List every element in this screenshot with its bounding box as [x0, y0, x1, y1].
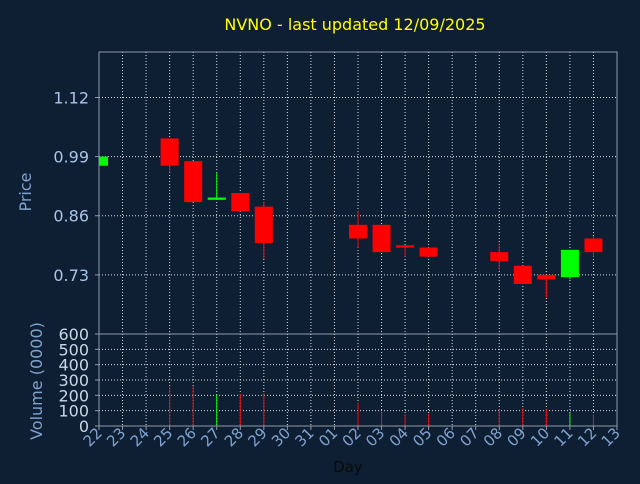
x-tick-label: 25 [150, 424, 176, 450]
x-tick-label: 24 [127, 424, 153, 450]
chart-title: NVNO - last updated 12/09/2025 [224, 15, 485, 34]
volume-tick-label: 600 [58, 325, 89, 344]
x-tick-label: 28 [221, 424, 247, 450]
x-tick-label: 26 [174, 424, 200, 450]
x-tick-label: 11 [551, 424, 577, 450]
candle-body [584, 238, 603, 253]
candle-body [349, 224, 367, 239]
candle-body [513, 265, 532, 284]
volume-tick-label: 100 [58, 402, 89, 421]
candle-body [560, 249, 579, 278]
candle-body [396, 245, 415, 248]
price-grid [99, 52, 617, 334]
x-tick-label: 09 [503, 424, 529, 450]
price-y-ticks: 1.12 0.99 0.86 0.73 [53, 88, 99, 285]
x-tick-label: 29 [244, 424, 270, 450]
x-axis-ticks: 2223242526272829303101020304050607080910… [80, 424, 624, 450]
x-tick-label: 12 [574, 424, 600, 450]
volume-tick-label: 300 [58, 371, 89, 390]
x-tick-label: 30 [268, 424, 294, 450]
volume-tick-label: 0 [79, 417, 89, 436]
volume-axis-title: Volume (0000) [27, 322, 46, 440]
volume-bars [169, 386, 594, 426]
x-tick-label: 05 [409, 424, 435, 450]
volume-plot-frame [98, 333, 618, 427]
x-tick-label: 03 [362, 424, 388, 450]
volume-tick-label: 500 [58, 340, 89, 359]
price-tick-label: 0.86 [53, 207, 89, 226]
candle-body [99, 156, 108, 166]
price-tick-label: 0.99 [53, 148, 89, 167]
price-candles [98, 138, 603, 298]
x-tick-label: 13 [598, 424, 624, 450]
candle-body [537, 274, 556, 280]
x-axis-title: Day [333, 458, 363, 476]
candle-body [184, 161, 203, 203]
candle-body [254, 206, 273, 244]
volume-tick-label: 200 [58, 386, 89, 405]
volume-tick-label: 400 [58, 356, 89, 375]
x-tick-label: 06 [433, 424, 459, 450]
x-tick-label: 01 [315, 424, 341, 450]
price-tick-label: 0.73 [53, 266, 89, 285]
candle-body [419, 247, 438, 257]
price-tick-label: 1.12 [53, 88, 89, 107]
x-tick-label: 10 [527, 424, 553, 450]
candle-body [231, 193, 250, 212]
candle-body [160, 138, 179, 166]
candle-body [372, 224, 391, 253]
x-tick-label: 04 [386, 424, 412, 450]
x-tick-label: 31 [292, 424, 318, 450]
x-tick-label: 08 [480, 424, 506, 450]
x-tick-label: 02 [339, 424, 365, 450]
candle-body [490, 252, 509, 262]
x-tick-label: 27 [197, 424, 223, 450]
x-tick-label: 23 [103, 424, 129, 450]
price-axis-title: Price [16, 172, 35, 211]
candle-body [207, 197, 226, 200]
x-tick-label: 07 [456, 424, 482, 450]
